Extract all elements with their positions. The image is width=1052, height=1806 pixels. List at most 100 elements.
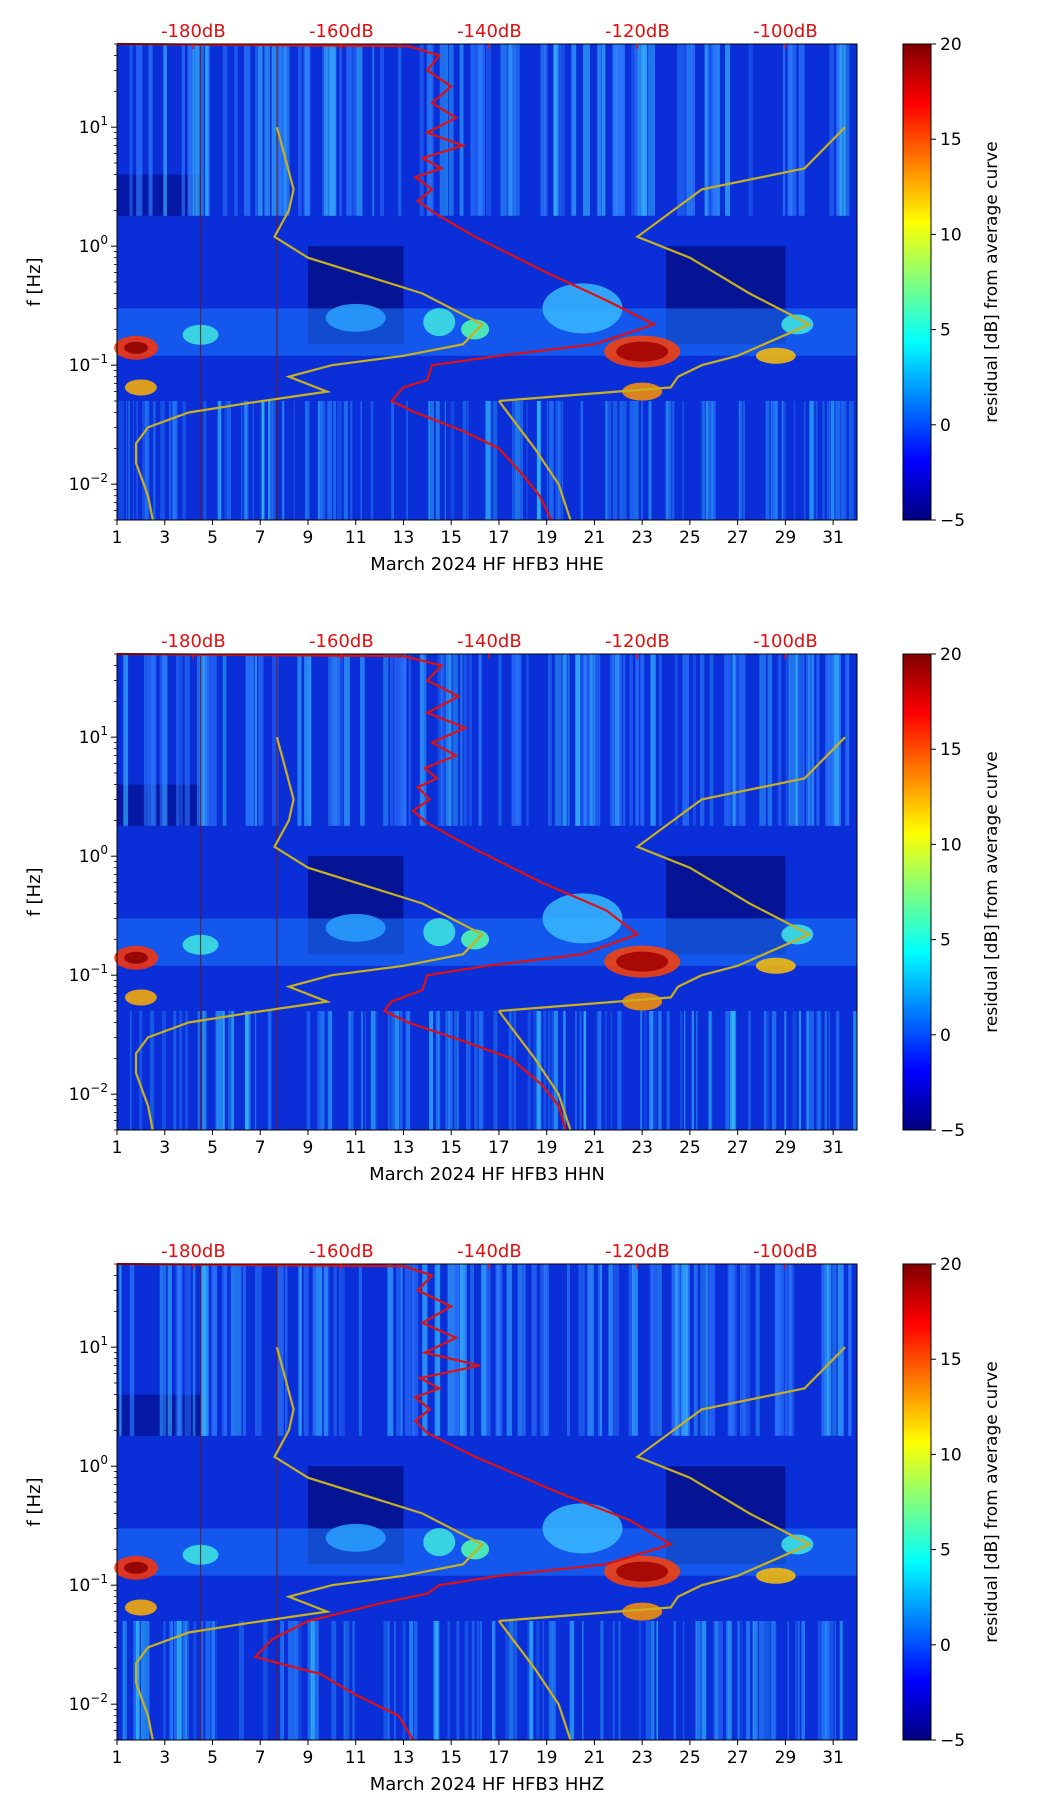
spectrogram-streak xyxy=(586,1264,593,1436)
spectrogram-streak xyxy=(563,1011,566,1130)
spectrogram-streak xyxy=(144,1621,150,1740)
db-label: -100dB xyxy=(753,21,818,42)
colorbar xyxy=(902,1263,932,1741)
spectrogram-streak xyxy=(180,1621,182,1740)
spectrogram-streak xyxy=(404,1264,411,1436)
spectrogram-streak xyxy=(584,654,587,826)
spectrogram-streak xyxy=(842,401,847,520)
spectrogram-streak xyxy=(674,1264,680,1436)
spectrogram-streak xyxy=(696,1011,698,1130)
x-tick-label: 19 xyxy=(536,1748,558,1768)
spectrogram-streak xyxy=(205,654,213,826)
spectrogram-streak xyxy=(445,1011,451,1130)
y-tick-label: 10−2 xyxy=(69,1691,108,1715)
spectrogram-streak xyxy=(682,401,685,520)
y-tick-label: 10−2 xyxy=(69,471,108,495)
y-tick-label: 101 xyxy=(79,1334,108,1358)
x-tick-label: 23 xyxy=(631,528,653,548)
spectrogram-streak xyxy=(322,1011,324,1130)
spectrogram-streak xyxy=(258,654,264,826)
spectrogram-streak xyxy=(201,1011,205,1130)
x-axis-label: March 2024 HF HFB3 HHZ xyxy=(370,1774,605,1795)
spectrogram-streak xyxy=(580,401,584,520)
spectrogram-streak xyxy=(540,44,546,216)
spectrogram-streak xyxy=(277,44,282,216)
spectrogram-streak xyxy=(513,44,516,216)
spectrogram-streak xyxy=(692,654,696,826)
spectrogram-streak xyxy=(173,1011,177,1130)
spectrogram-streak xyxy=(132,401,135,520)
spectrogram-streak xyxy=(192,44,200,216)
spectrogram-streak xyxy=(622,654,626,826)
spectrogram-streak xyxy=(554,44,562,216)
spectrogram-streak xyxy=(569,1621,572,1740)
spectrogram-streak xyxy=(328,1011,333,1130)
spectrogram-streak xyxy=(621,44,625,216)
spectrogram-streak xyxy=(304,401,309,520)
spectrogram-streak xyxy=(714,1621,719,1740)
spectrogram-streak xyxy=(818,1011,822,1130)
spectrogram-streak xyxy=(263,1621,268,1740)
spectrogram-streak xyxy=(485,44,492,216)
spectrogram-streak xyxy=(400,1264,403,1436)
spectrogram-streak xyxy=(825,1621,830,1740)
spectrogram-streak xyxy=(459,1264,467,1436)
colorbar xyxy=(902,43,932,521)
spectrogram-streak xyxy=(478,654,482,826)
spectrogram-streak xyxy=(140,1621,145,1740)
spectrogram-streak xyxy=(526,654,529,826)
spectrogram-streak xyxy=(527,1011,531,1130)
psd-curve xyxy=(116,652,640,1131)
spectrogram-streak xyxy=(667,401,673,520)
spectrogram-streak xyxy=(788,654,795,826)
spectrogram-streak xyxy=(828,1011,830,1130)
spectrogram-streak xyxy=(150,654,157,826)
x-tick-label: 11 xyxy=(345,1748,367,1768)
db-label: -160dB xyxy=(309,631,374,652)
spectrogram-streak xyxy=(391,401,395,520)
spectrogram-streak xyxy=(445,44,449,216)
spectrogram-streak xyxy=(802,654,805,826)
spectrogram-streak xyxy=(605,401,608,520)
spectrogram-streak xyxy=(394,1621,396,1740)
spectrogram-streak xyxy=(493,1011,498,1130)
spectrogram-streak xyxy=(475,44,482,216)
spectrogram-hotspot xyxy=(755,957,796,974)
spectrogram-streak xyxy=(830,1621,834,1740)
spectrogram-streak xyxy=(135,1621,140,1740)
spectrogram-streak xyxy=(579,654,587,826)
spectrogram-streak xyxy=(666,401,668,520)
spectrogram-hotspot xyxy=(616,341,669,362)
spectrogram-streak xyxy=(704,44,709,216)
spectrogram-streak xyxy=(473,1011,477,1130)
spectrogram-streak xyxy=(599,1264,603,1436)
spectrogram-streak xyxy=(512,401,515,520)
spectrogram-streak xyxy=(267,401,271,520)
spectrogram-streak xyxy=(709,654,714,826)
spectrogram-hotspot xyxy=(781,1534,814,1555)
spectrogram-streak xyxy=(463,654,468,826)
spectrogram-streak xyxy=(304,44,311,216)
psd-curve xyxy=(116,1262,674,1741)
spectrogram-streak xyxy=(402,654,407,826)
colorbar-tick-label: 0 xyxy=(940,1026,951,1046)
x-axis-label: March 2024 HF HFB3 HHE xyxy=(370,554,604,575)
spectrogram-streak xyxy=(179,654,183,826)
spectrogram-streak xyxy=(231,1011,235,1130)
spectrogram-streak xyxy=(828,401,831,520)
x-tick-label: 3 xyxy=(159,528,170,548)
x-tick-label: 9 xyxy=(303,1138,314,1158)
spectrogram-hotspot xyxy=(755,347,796,364)
spectrogram-streak xyxy=(845,654,850,826)
spectrogram-streak xyxy=(199,44,204,216)
spectrogram-streak xyxy=(650,1011,654,1130)
spectrogram-streak xyxy=(205,654,210,826)
spectrogram-streak xyxy=(261,401,264,520)
spectrogram-streak xyxy=(167,1264,172,1436)
spectrogram-streak xyxy=(282,401,284,520)
spectrogram-streak xyxy=(211,1621,215,1740)
spectrogram-streak xyxy=(179,1011,183,1130)
colorbar-tick-label: 0 xyxy=(940,1636,951,1656)
